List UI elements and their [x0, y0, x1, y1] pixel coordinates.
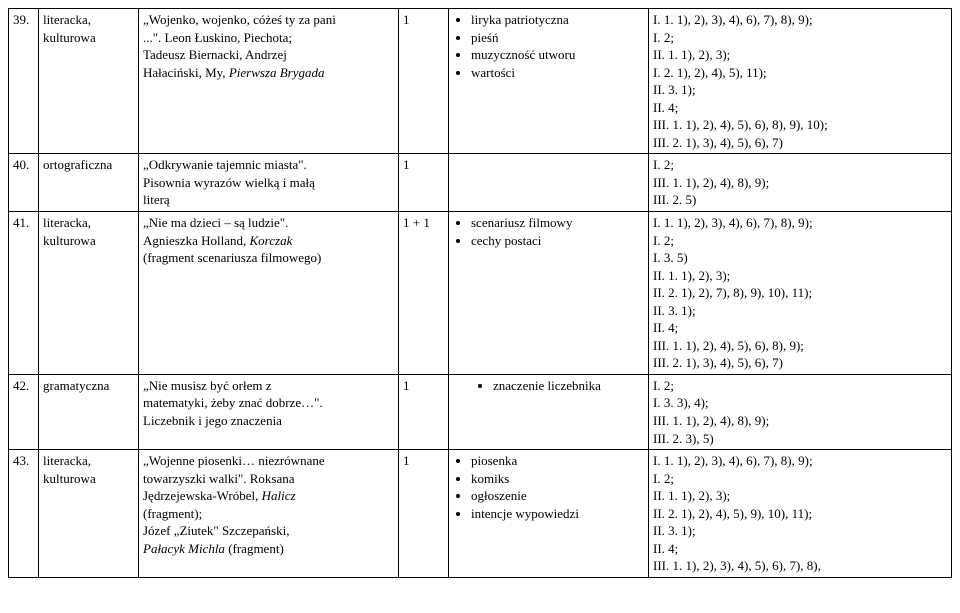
- standards: I. 1. 1), 2), 3), 4), 6), 7), 8), 9); I.…: [649, 212, 952, 375]
- lesson-hours: 1: [399, 450, 449, 578]
- lesson-topic: „Nie musisz być orłem zmatematyki, żeby …: [139, 374, 399, 449]
- table-row: 40.ortograficzna„Odkrywanie tajemnic mia…: [9, 154, 952, 212]
- term-item: wartości: [471, 64, 644, 82]
- standards: I. 2; I. 3. 3), 4); III. 1. 1), 2), 4), …: [649, 374, 952, 449]
- lesson-hours: 1: [399, 9, 449, 154]
- lesson-terms: liryka patriotycznapieśńmuzyczność utwor…: [449, 9, 649, 154]
- term-item: cechy postaci: [471, 232, 644, 250]
- lesson-type: literacka, kulturowa: [39, 212, 139, 375]
- term-item: znaczenie liczebnika: [493, 377, 644, 395]
- lesson-hours: 1 + 1: [399, 212, 449, 375]
- row-number: 40.: [9, 154, 39, 212]
- row-number: 39.: [9, 9, 39, 154]
- lesson-type: gramatyczna: [39, 374, 139, 449]
- lesson-type: literacka, kulturowa: [39, 9, 139, 154]
- lesson-topic: „Wojenne piosenki… niezrównanetowarzyszk…: [139, 450, 399, 578]
- term-item: piosenka: [471, 452, 644, 470]
- term-item: scenariusz filmowy: [471, 214, 644, 232]
- row-number: 41.: [9, 212, 39, 375]
- curriculum-table: 39.literacka, kulturowa„Wojenko, wojenko…: [8, 8, 952, 578]
- term-item: ogłoszenie: [471, 487, 644, 505]
- table-row: 41.literacka, kulturowa„Nie ma dzieci – …: [9, 212, 952, 375]
- term-item: komiks: [471, 470, 644, 488]
- row-number: 42.: [9, 374, 39, 449]
- table-row: 43.literacka, kulturowa„Wojenne piosenki…: [9, 450, 952, 578]
- row-number: 43.: [9, 450, 39, 578]
- lesson-type: ortograficzna: [39, 154, 139, 212]
- lesson-terms: scenariusz filmowycechy postaci: [449, 212, 649, 375]
- lesson-topic: „Odkrywanie tajemnic miasta".Pisownia wy…: [139, 154, 399, 212]
- lesson-terms: [449, 154, 649, 212]
- standards: I. 1. 1), 2), 3), 4), 6), 7), 8), 9); I.…: [649, 450, 952, 578]
- table-row: 39.literacka, kulturowa„Wojenko, wojenko…: [9, 9, 952, 154]
- lesson-hours: 1: [399, 154, 449, 212]
- table-row: 42.gramatyczna„Nie musisz być orłem zmat…: [9, 374, 952, 449]
- term-item: intencje wypowiedzi: [471, 505, 644, 523]
- lesson-terms: znaczenie liczebnika: [449, 374, 649, 449]
- term-item: pieśń: [471, 29, 644, 47]
- lesson-topic: „Nie ma dzieci – są ludzie".Agnieszka Ho…: [139, 212, 399, 375]
- standards: I. 2; III. 1. 1), 2), 4), 8), 9); III. 2…: [649, 154, 952, 212]
- lesson-topic: „Wojenko, wojenko, cóżeś ty za pani...".…: [139, 9, 399, 154]
- term-item: liryka patriotyczna: [471, 11, 644, 29]
- lesson-terms: piosenkakomiksogłoszenieintencje wypowie…: [449, 450, 649, 578]
- term-item: muzyczność utworu: [471, 46, 644, 64]
- standards: I. 1. 1), 2), 3), 4), 6), 7), 8), 9); I.…: [649, 9, 952, 154]
- lesson-hours: 1: [399, 374, 449, 449]
- lesson-type: literacka, kulturowa: [39, 450, 139, 578]
